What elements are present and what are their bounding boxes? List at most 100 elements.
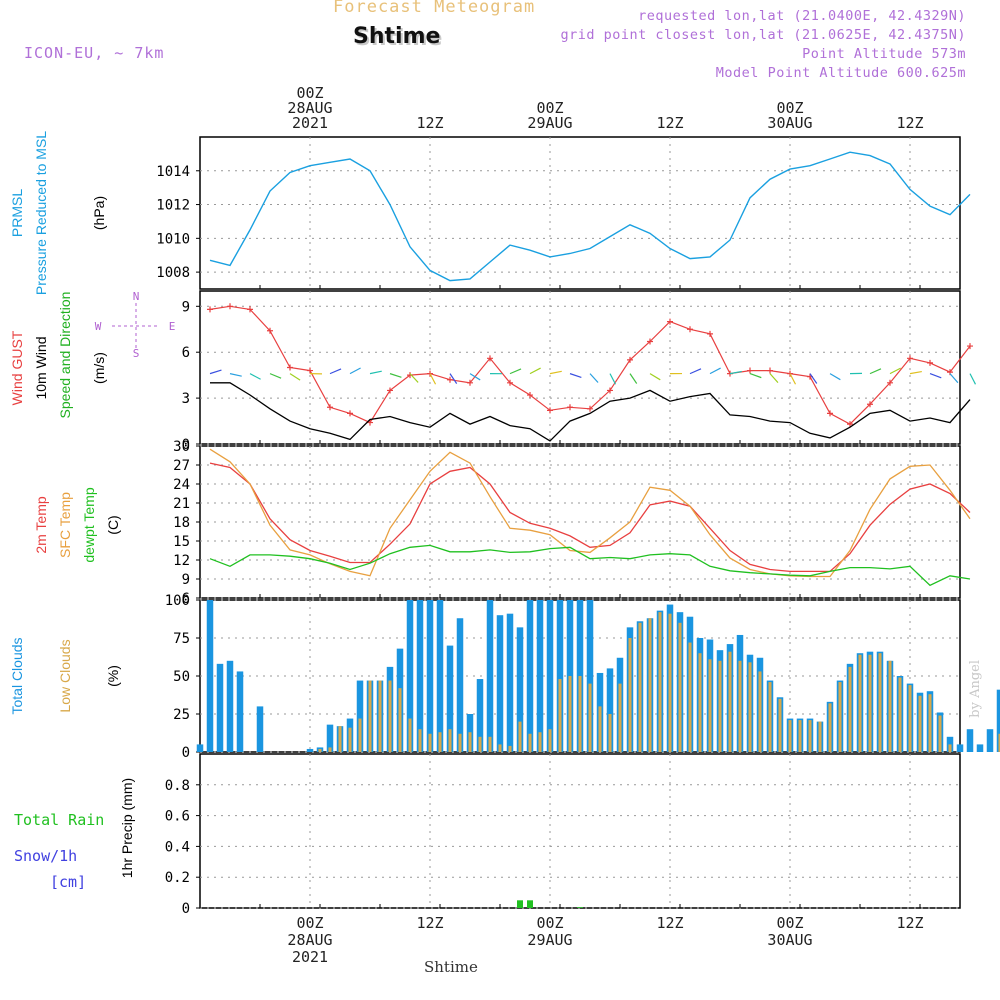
total-cloud-bar (486, 600, 494, 752)
low-cloud-bar (758, 671, 762, 752)
wind-speed-line (210, 382, 971, 442)
wind-direction-arrow (929, 373, 942, 379)
total-cloud-bar (506, 613, 514, 752)
low-cloud-bar (858, 654, 862, 752)
temp2m-label: 2m Temp (33, 496, 49, 554)
y-tick-label-temperature: 9 (182, 572, 190, 588)
compass-north: N (133, 290, 140, 303)
gust-marker (827, 410, 833, 417)
gust-marker (307, 367, 313, 374)
wind-units-label: (m/s) (91, 352, 107, 384)
y-tick-label-precip: 0 (182, 901, 190, 917)
x-axis-top-label: 29AUG (527, 114, 572, 132)
wind-direction-arrow (689, 368, 702, 375)
model-name: ICON-EU, ~ 7km (24, 44, 165, 62)
low-cloud-bar (538, 732, 542, 752)
low-cloud-bar (678, 622, 682, 752)
model-altitude: Model Point Altitude 600.625m (715, 65, 966, 81)
dewpt-label: dewpt Temp (81, 487, 97, 562)
low-cloud-bar (408, 718, 412, 752)
total-cloud-bar (436, 600, 444, 752)
y-tick-label-clouds: 0 (182, 745, 190, 761)
low-cloud-bar (348, 727, 352, 752)
panel-frame-pressure (199, 136, 961, 290)
low-cloud-bar (798, 720, 802, 752)
low-cloud-bar (318, 748, 322, 752)
low-cloud-bar (478, 736, 482, 752)
total-cloud-bar (996, 689, 1000, 752)
y-tick-label-pressure: 1010 (156, 231, 190, 247)
wind-direction-arrow (209, 369, 222, 375)
low-cloud-bar (628, 638, 632, 752)
x-axis-bottom-label: 2021 (292, 948, 328, 966)
wind-label: 10m Wind (33, 336, 49, 399)
total-cloud-bar (306, 748, 314, 752)
gust-marker (367, 419, 373, 426)
y-tick-label-pressure: 1012 (156, 198, 190, 214)
gust-marker (687, 326, 693, 333)
station-name: Shtime (353, 24, 441, 49)
wind-direction-arrow (389, 373, 402, 378)
y-tick-label-temperature: 12 (173, 553, 190, 569)
low-cloud-bar (728, 651, 732, 752)
wind-direction-arrow (249, 373, 261, 380)
total-cloud-bar (406, 600, 414, 752)
temp-units-label: (C) (105, 515, 121, 534)
gust-marker (327, 404, 333, 411)
low-cloud-bar (438, 732, 442, 752)
y-tick-label-clouds: 50 (173, 669, 190, 685)
panel-frame-wind (199, 290, 961, 445)
low-cloud-bar (818, 721, 822, 752)
low-cloud-bar (578, 676, 582, 752)
low-cloud-bar (918, 695, 922, 752)
gust-marker (967, 343, 973, 350)
wind-direction-arrow (829, 373, 841, 381)
gust-marker (447, 376, 453, 383)
low-cloud-bar (418, 729, 422, 752)
x-axis-bottom-label: 00Z (536, 914, 563, 932)
total-cloud-bar (256, 706, 264, 752)
y-tick-label-wind: 0 (182, 437, 190, 453)
total-clouds-label: Total Clouds (9, 637, 25, 714)
rain-bar (517, 900, 523, 908)
y-tick-label-clouds: 75 (173, 631, 190, 647)
gust-marker (487, 355, 493, 362)
total-cloud-bar (546, 600, 554, 752)
rain-bar (577, 907, 583, 908)
low-cloud-bar (378, 680, 382, 752)
low-cloud-bar (868, 654, 872, 752)
low-cloud-bar (368, 680, 372, 752)
snow-units-label: [cm] (50, 873, 86, 891)
low-cloud-bar (928, 694, 932, 752)
y-tick-label-temperature: 27 (173, 458, 190, 474)
gust-marker (587, 405, 593, 412)
wind-direction-arrow (229, 373, 242, 377)
low-cloud-bar (498, 744, 502, 752)
total-cloud-bar (606, 668, 614, 752)
rain-bar (527, 900, 533, 908)
low-cloud-bar (708, 659, 712, 752)
wind-direction-arrow (449, 373, 458, 384)
total-cloud-bar (216, 663, 224, 752)
y-tick-label-pressure: 1008 (156, 265, 190, 281)
y-tick-label-temperature: 18 (173, 515, 190, 531)
low-cloud-bar (608, 714, 612, 752)
low-cloud-bar (848, 666, 852, 752)
precip-units-label: 1hr Precip (mm) (119, 778, 135, 878)
wind-direction-arrow (589, 373, 599, 383)
low-cloud-bar (338, 726, 342, 752)
gust-marker (567, 404, 573, 411)
total-cloud-bar (496, 615, 504, 752)
gust-marker (867, 401, 873, 408)
sfc-temp-label: SFC Temp (57, 492, 73, 558)
total-cloud-bar (976, 744, 984, 752)
x-axis-top-label: 00Z (296, 84, 323, 102)
y-tick-label-temperature: 21 (173, 496, 190, 512)
y-tick-label-wind: 9 (182, 299, 190, 315)
low-cloud-bar (598, 706, 602, 752)
wind-direction-arrow (429, 373, 437, 385)
chart-title: Forecast Meteogram (333, 0, 536, 17)
total-cloud-bar (536, 600, 544, 752)
x-axis-top-label: 2021 (292, 114, 328, 132)
wind-direction-arrow (609, 373, 617, 385)
